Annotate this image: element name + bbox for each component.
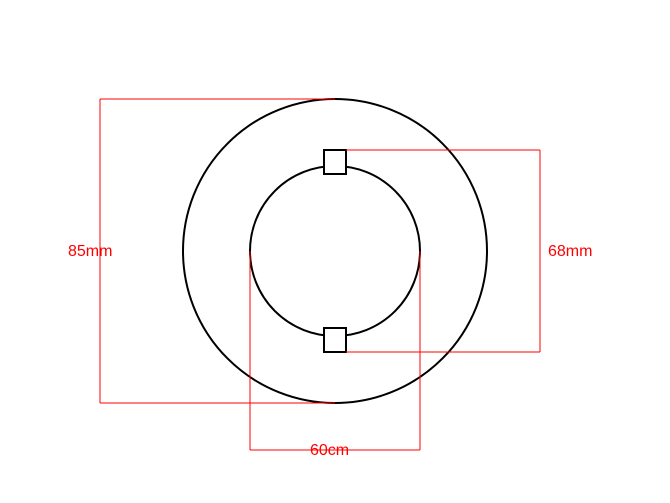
dim-left-label: 85mm	[68, 243, 112, 260]
dim-bottom-label: 60cm	[310, 442, 349, 459]
dim-right-label: 68mm	[548, 243, 592, 260]
key-notch-top	[324, 150, 346, 174]
outer-circle	[183, 99, 487, 403]
inner-circle	[250, 166, 420, 336]
key-notch-bottom	[324, 328, 346, 352]
